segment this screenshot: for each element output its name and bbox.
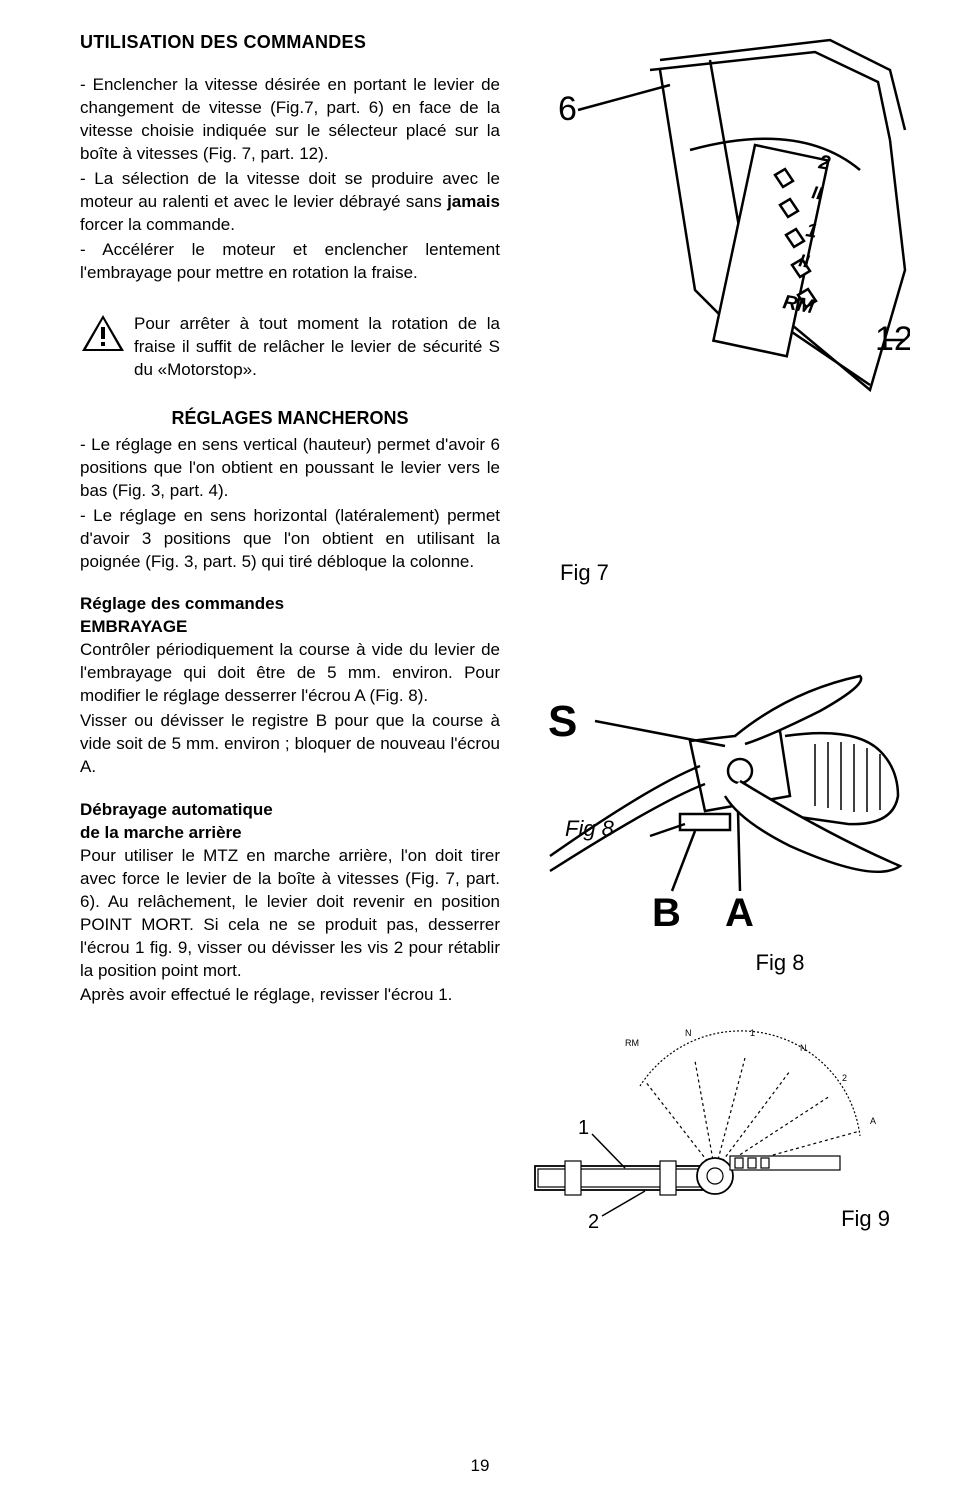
label-B: B <box>652 891 681 935</box>
label-fig9-2: 2 <box>588 1211 599 1233</box>
heading-debrayage: Débrayage automatique <box>80 799 500 822</box>
label-2: 2 <box>816 151 832 175</box>
fig8-inline-label: Fig 8 <box>565 816 615 841</box>
label-12: 12 <box>875 320 910 358</box>
warning-text: Pour arrêter à tout moment la rotation d… <box>134 313 500 382</box>
left-column: UTILISATION DES COMMANDES - Enclencher l… <box>80 30 500 1232</box>
figure-8-diagram: S Fig 8 B A <box>530 636 910 946</box>
heading-marche-arriere: de la marche arrière <box>80 822 500 845</box>
tiny-rm: RM <box>625 1038 639 1048</box>
fig8-label: Fig 8 <box>650 950 910 976</box>
tiny-2: 2 <box>842 1073 847 1083</box>
para-apres: Après avoir effectué le réglage, revisse… <box>80 984 500 1007</box>
label-fig9-1: 1 <box>578 1117 589 1139</box>
para-accelerer: - Accélérer le moteur et enclencher lent… <box>80 239 500 285</box>
fig9-label: Fig 9 <box>530 1206 890 1232</box>
warning-box: Pour arrêter à tout moment la rotation d… <box>80 313 500 382</box>
tiny-n2: N <box>800 1043 807 1053</box>
para-controler: Contrôler périodiquement la course à vid… <box>80 639 500 708</box>
warning-triangle-icon <box>80 313 126 353</box>
tiny-n1: N <box>685 1028 692 1038</box>
label-S: S <box>548 697 577 746</box>
figure-7-diagram: 6 2 II 1 II RM 12 <box>530 30 910 450</box>
heading-reglages: RÉGLAGES MANCHERONS <box>80 406 500 430</box>
fig7-label: Fig 7 <box>560 560 910 586</box>
para-reglage-vertical: - Le réglage en sens vertical (hauteur) … <box>80 434 500 503</box>
para-mtz: Pour utiliser le MTZ en marche arrière, … <box>80 845 500 983</box>
right-column: 6 2 II 1 II RM 12 Fig 7 <box>530 30 910 1232</box>
label-6: 6 <box>558 90 577 128</box>
label-1: 1 <box>804 219 819 243</box>
page-title: UTILISATION DES COMMANDES <box>80 30 500 54</box>
heading-embrayage: EMBRAYAGE <box>80 616 500 639</box>
para-reglage-horizontal: - Le réglage en sens horizontal (latéral… <box>80 505 500 574</box>
para-visser: Visser ou dévisser le registre B pour qu… <box>80 710 500 779</box>
tiny-1: 1 <box>750 1028 755 1038</box>
label-A: A <box>725 891 754 935</box>
tiny-a: A <box>870 1116 876 1126</box>
heading-reglage-commandes: Réglage des commandes <box>80 593 500 616</box>
para-selection: - La sélection de la vitesse doit se pro… <box>80 168 500 237</box>
para-enclencher: - Enclencher la vitesse désirée en porta… <box>80 74 500 166</box>
page-number: 19 <box>471 1456 490 1476</box>
figure-9-diagram: 1 2 RM N 1 N 2 A <box>530 1016 910 1236</box>
